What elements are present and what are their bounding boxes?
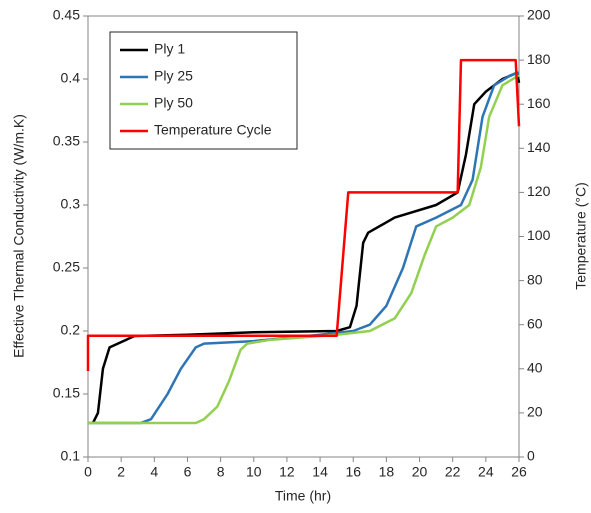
x-axis-label: Time (hr) — [275, 488, 331, 504]
line — [86, 58, 521, 372]
y2-tick-label: 100 — [527, 227, 551, 243]
y-tick-label: 0.2 — [61, 322, 81, 338]
y-tick-label: 0.25 — [53, 259, 80, 275]
x-tick-label: 2 — [117, 464, 125, 480]
x-tick-label: 0 — [84, 464, 92, 480]
x-tick-label: 26 — [511, 464, 527, 480]
y2-tick-label: 120 — [527, 183, 551, 199]
x-tick-label: 8 — [217, 464, 225, 480]
line — [88, 74, 520, 425]
x-tick-label: 18 — [379, 464, 395, 480]
y-tick-label: 0.3 — [61, 196, 81, 212]
y-tick-label: 0.1 — [61, 448, 81, 464]
x-tick-label: 22 — [445, 464, 461, 480]
line — [91, 71, 521, 424]
legend-label: Ply 50 — [154, 95, 193, 111]
y2-tick-label: 60 — [527, 315, 543, 331]
legend-label: Ply 1 — [154, 41, 185, 57]
legend-label: Ply 25 — [154, 68, 193, 84]
y2-tick-label: 140 — [527, 139, 551, 155]
y2-tick-label: 200 — [527, 7, 551, 23]
y2-tick-label: 80 — [527, 271, 543, 287]
x-tick-label: 20 — [412, 464, 428, 480]
y2-tick-label: 0 — [527, 448, 535, 464]
y-tick-label: 0.15 — [53, 385, 80, 401]
y-axis-label: Effective Thermal Conductivity (W/m.K) — [11, 114, 27, 358]
y-tick-label: 0.4 — [61, 70, 81, 86]
x-tick-label: 10 — [246, 464, 262, 480]
x-tick-label: 6 — [184, 464, 192, 480]
legend-box — [109, 31, 298, 150]
line — [88, 71, 520, 425]
x-tick-label: 12 — [279, 464, 295, 480]
x-tick-label: 24 — [478, 464, 494, 480]
x-tick-label: 16 — [345, 464, 361, 480]
y2-tick-label: 20 — [527, 404, 543, 420]
x-tick-label: 14 — [312, 464, 328, 480]
legend-label: Temperature Cycle — [154, 122, 272, 138]
y2-tick-label: 40 — [527, 360, 543, 376]
y2-axis-label: Temperature (°C) — [573, 182, 589, 290]
x-tick-label: 4 — [150, 464, 158, 480]
y-tick-label: 0.45 — [53, 7, 80, 23]
y2-tick-label: 160 — [527, 95, 551, 111]
y-tick-label: 0.35 — [53, 133, 80, 149]
y2-tick-label: 180 — [527, 51, 551, 67]
